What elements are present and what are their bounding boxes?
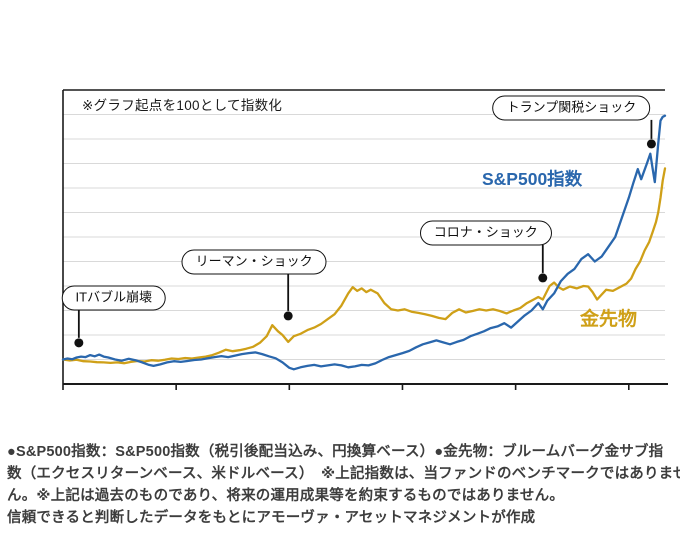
footnote-line: ん。※上記は過去のものであり、将来の運用成果等を約束するものではありません。 xyxy=(7,488,565,504)
footnote-line: 数（エクセスリターンベース、米ドルベース） ※上記指数は、当ファンドのベンチマー… xyxy=(7,466,680,482)
annotation-dot xyxy=(74,338,84,348)
annotation-bubble-corona-shock: コロナ・ショック xyxy=(419,220,552,246)
footnote-text: ●S&P500指数：S&P500指数（税引後配当込み、円換算ベース）●金先物：ブ… xyxy=(7,441,680,529)
gold-line xyxy=(61,167,667,365)
annotation-bubble-trump-tariff-shock: トランプ関税ショック xyxy=(492,95,651,121)
annotation-bubble-it-bubble: ITバブル崩壊 xyxy=(61,285,167,311)
annotation-bubble-lehman-shock: リーマン・ショック xyxy=(181,249,327,275)
chart-plot-area xyxy=(61,89,668,390)
sp500-series-label: S&P500指数 xyxy=(482,169,583,189)
annotation-dot xyxy=(538,273,548,283)
sp500-line xyxy=(61,114,667,371)
footnote-line: ●S&P500指数：S&P500指数（税引後配当込み、円換算ベース）●金先物：ブ… xyxy=(7,444,664,460)
annotation-dot xyxy=(283,311,293,321)
annotation-dot xyxy=(646,139,656,149)
gold-series-label: 金先物 xyxy=(580,309,638,330)
footnote-line: 信頼できると判断したデータをもとにアモーヴァ・アセットマネジメントが作成 xyxy=(7,510,536,526)
index-note: ※グラフ起点を100として指数化 xyxy=(82,98,283,113)
